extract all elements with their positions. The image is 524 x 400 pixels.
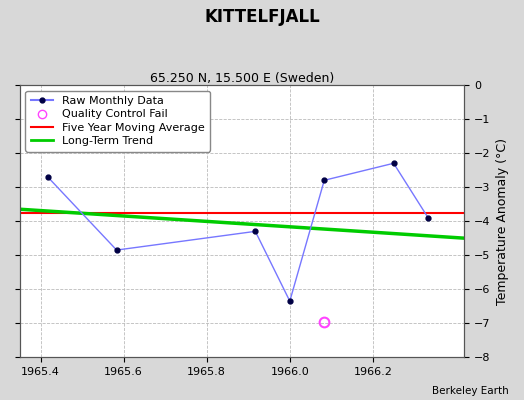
Title: 65.250 N, 15.500 E (Sweden): 65.250 N, 15.500 E (Sweden) — [150, 72, 334, 85]
Text: Berkeley Earth: Berkeley Earth — [432, 386, 508, 396]
Legend: Raw Monthly Data, Quality Control Fail, Five Year Moving Average, Long-Term Tren: Raw Monthly Data, Quality Control Fail, … — [26, 90, 211, 152]
Y-axis label: Temperature Anomaly (°C): Temperature Anomaly (°C) — [496, 138, 509, 305]
Text: KITTELFJALL: KITTELFJALL — [204, 8, 320, 26]
